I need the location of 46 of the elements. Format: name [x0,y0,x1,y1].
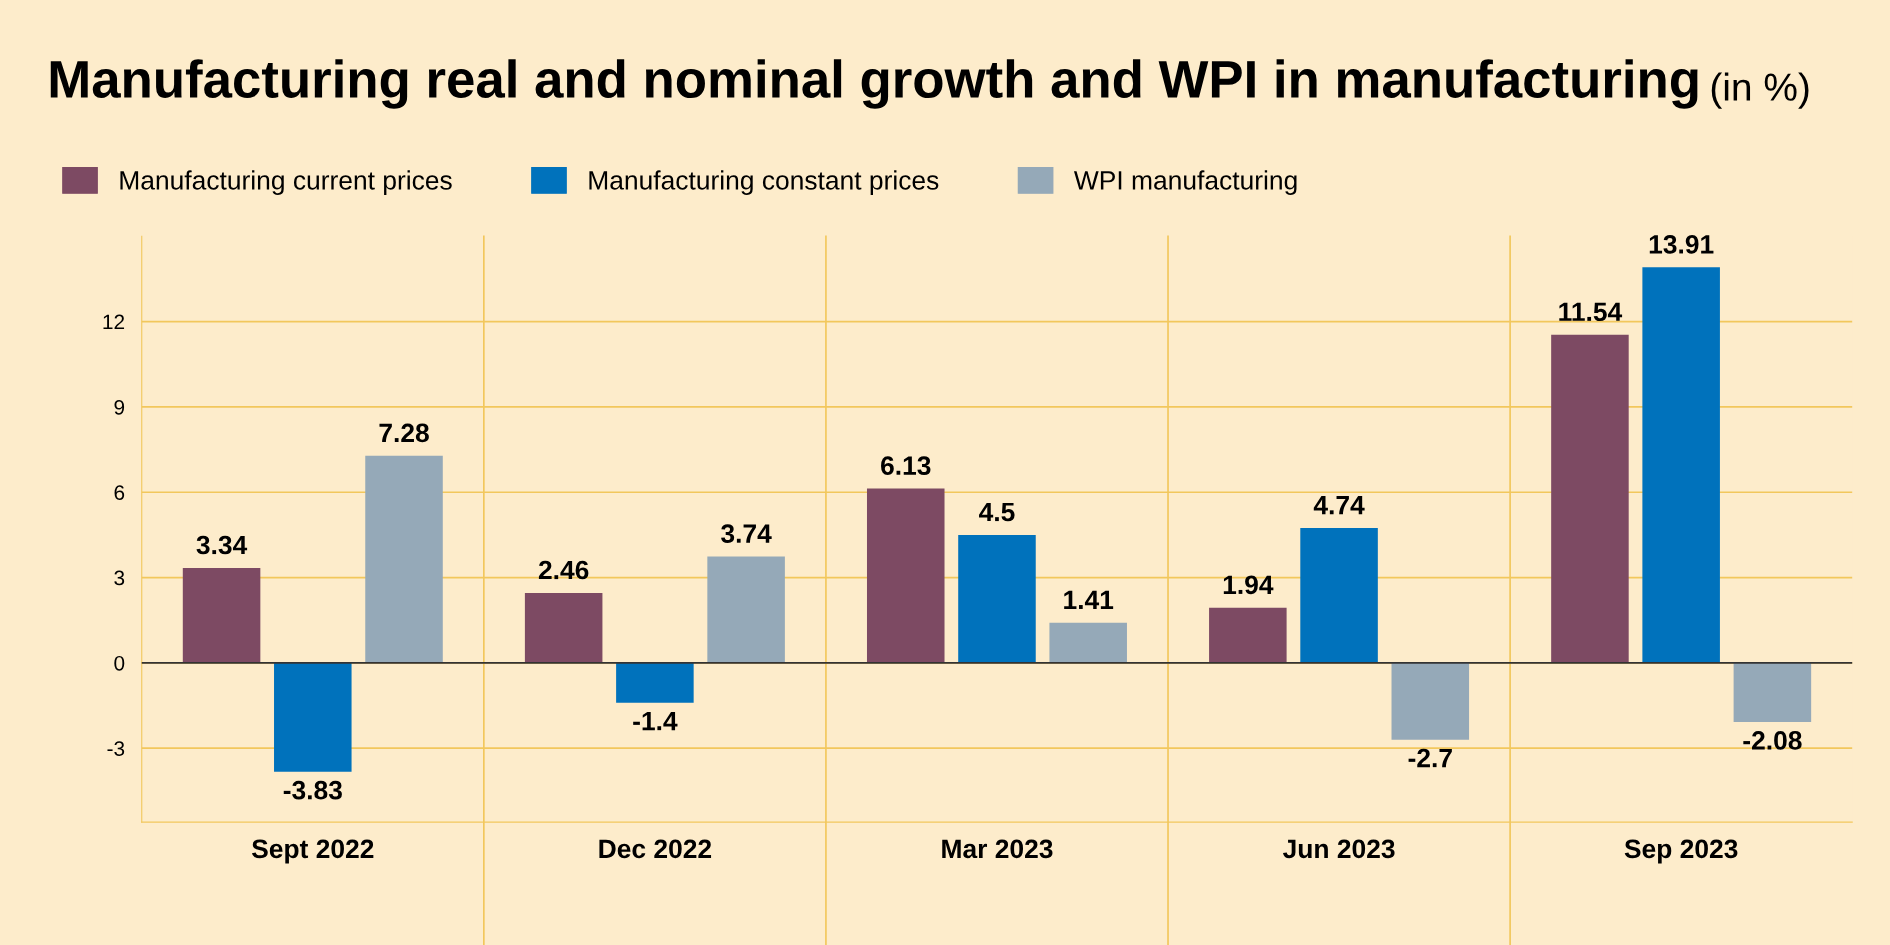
chart-subtitle: (in %) [1711,72,1809,109]
x-tick-label: Sep 2023 [1624,839,1738,864]
data-label: 4.74 [1313,496,1365,515]
data-label: 13.91 [1649,235,1714,254]
data-label: 2.46 [538,560,589,580]
bar [1551,334,1629,663]
bar [182,567,261,663]
y-tick-label: 12 [103,314,125,330]
bar [1209,607,1287,663]
legend-label: Manufacturing current prices [120,170,452,195]
y-tick-label: -3 [107,741,125,756]
x-tick-label: Sept 2022 [251,839,374,864]
data-label: -3.83 [283,780,342,800]
y-tick-label: 6 [114,485,125,500]
legend-label: WPI manufacturing [1073,170,1297,195]
y-tick-label: 9 [114,399,125,415]
y-tick-label: 3 [114,570,125,586]
legend-label: Manufacturing constant prices [589,170,939,195]
bar [958,534,1036,663]
data-label: -2.7 [1408,748,1452,768]
bar [866,488,945,663]
bar [707,556,785,663]
bar [365,455,443,663]
x-tick-label: Jun 2023 [1282,839,1395,859]
chart-title: Manufacturing real and nominal growth and WPI in manufacturing [50,59,1698,109]
data-label: 4.5 [979,502,1015,522]
data-label: 11.54 [1559,302,1623,322]
bar [274,662,352,772]
bar [616,662,694,703]
x-tick-label: Dec 2022 [599,839,712,859]
y-tick-label: 0 [114,655,125,671]
bar [1733,662,1812,723]
data-label: 3.74 [721,524,772,543]
bar [524,592,603,663]
bar [1391,662,1470,740]
bar [1049,622,1127,663]
data-label: 3.34 [196,535,248,555]
bar [1642,267,1720,663]
bar [1300,528,1378,663]
data-label: 6.13 [881,456,931,476]
x-tick-label: Mar 2023 [942,839,1053,859]
data-label: 1.41 [1064,590,1114,609]
data-label: 7.28 [379,423,429,443]
data-label: -2.08 [1743,731,1802,750]
data-label: 1.94 [1223,575,1274,595]
data-label: -1.4 [633,712,678,731]
